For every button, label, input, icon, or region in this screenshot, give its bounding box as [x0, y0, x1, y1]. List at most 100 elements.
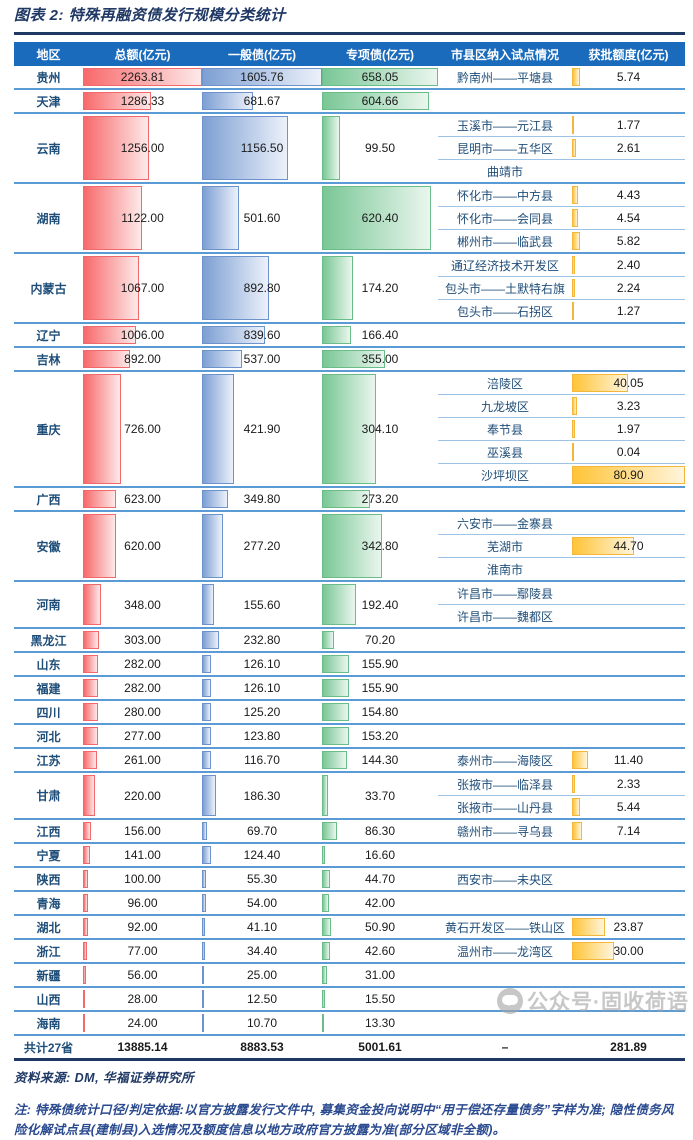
pilot-region-cell: 包头市——石拐区 — [438, 299, 572, 324]
general-cell-value: 537.00 — [243, 352, 281, 366]
source-line: 资料来源: DM, 华福证券研究所 — [14, 1071, 195, 1085]
region-cell: 安徽 — [14, 511, 83, 582]
quota-bar — [572, 775, 576, 793]
pilot-region-cell — [438, 487, 572, 512]
general-cell-value: 12.50 — [246, 992, 278, 1006]
general-cell-value: 116.70 — [244, 753, 280, 767]
table-row: 广西 623.00 349.80 273.20 — [14, 487, 685, 512]
quota-cell — [572, 604, 685, 629]
total-cell-bar — [83, 990, 85, 1008]
general-cell-value: 501.60 — [243, 211, 281, 225]
quota-value: 2.61 — [616, 141, 641, 155]
special-cell: 144.30 — [322, 748, 438, 773]
column-header-2: 一般债(亿元) — [202, 42, 322, 66]
pilot-region-cell: 芜湖市 — [438, 534, 572, 558]
quota-cell: 5.82 — [572, 229, 685, 254]
pilot-region-cell: 郴州市——临武县 — [438, 229, 572, 254]
total-cell-value: 1286.33 — [120, 94, 165, 108]
quota-bar — [572, 186, 579, 204]
special-cell-bar — [322, 727, 349, 745]
pilot-region-cell: 泰州市——海陵区 — [438, 748, 572, 773]
pilot-region-cell: 怀化市——会同县 — [438, 206, 572, 230]
quota-bar — [572, 443, 574, 461]
pilot-region-cell: 淮南市 — [438, 557, 572, 582]
pilot-region-cell — [438, 89, 572, 114]
total-cell-bar — [83, 679, 98, 697]
total-cell: 261.00 — [83, 748, 202, 773]
general-cell-value: 123.80 — [243, 729, 281, 743]
quota-bar — [572, 798, 580, 816]
table-row: 包头市——土默特右旗 2.24 — [14, 276, 685, 300]
pilot-region-cell: 赣州市——寻乌县 — [438, 819, 572, 844]
general-cell-bar — [202, 655, 212, 673]
general-cell-bar — [202, 775, 216, 816]
general-cell-bar — [202, 256, 269, 320]
quota-value: 7.14 — [616, 824, 641, 838]
general-cell-value: 126.10 — [243, 681, 281, 695]
quota-cell — [572, 159, 685, 184]
total-cell: 77.00 — [83, 939, 202, 964]
pilot-region-cell: 奉节县 — [438, 417, 572, 441]
general-cell-value: 25.00 — [246, 968, 278, 982]
total-cell-bar — [83, 942, 88, 960]
region-cell: 吉林 — [14, 347, 83, 372]
special-cell: 174.20 — [322, 253, 438, 324]
general-cell-value: 155.60 — [243, 597, 281, 612]
quota-value: 1.97 — [616, 422, 641, 436]
total-cell-bar — [83, 751, 97, 769]
general-cell-value: 34.40 — [246, 944, 278, 958]
table-row: 新疆 56.00 25.00 31.00 — [14, 963, 685, 988]
total-cell: 156.00 — [83, 819, 202, 844]
quota-bar — [572, 256, 576, 274]
quota-cell: 7.14 — [572, 819, 685, 844]
special-cell-value: 50.90 — [364, 920, 396, 934]
total-cell: 28.00 — [83, 987, 202, 1012]
quota-cell — [572, 963, 685, 988]
general-cell-bar — [202, 186, 240, 250]
table-row: 山西 28.00 12.50 15.50 — [14, 987, 685, 1012]
table-row: 浙江 77.00 34.40 42.60 温州市——龙湾区 30.00 — [14, 939, 685, 964]
total-cell-bar — [83, 92, 151, 110]
pilot-region-cell — [438, 1011, 572, 1036]
special-cell: 31.00 — [322, 963, 438, 988]
quota-cell: 1.97 — [572, 417, 685, 441]
quota-bar — [572, 537, 635, 555]
general-cell-bar — [202, 679, 212, 697]
general-cell-value: 421.90 — [243, 422, 281, 436]
region-cell: 河南 — [14, 581, 83, 629]
quota-cell — [572, 511, 685, 535]
quota-cell — [572, 581, 685, 605]
general-cell-value: 681.67 — [243, 94, 281, 108]
special-cell: 16.60 — [322, 843, 438, 868]
special-cell: 304.10 — [322, 371, 438, 488]
total-cell-value: 277.00 — [124, 729, 161, 743]
special-cell-value: 33.70 — [364, 788, 396, 803]
quota-cell: 23.87 — [572, 915, 685, 940]
column-header-1: 总额(亿元) — [83, 42, 202, 66]
total-cell-value: 282.00 — [124, 681, 161, 695]
general-cell-bar — [202, 584, 214, 625]
general-cell-value: 54.00 — [246, 896, 278, 910]
general-cell-value: 69.70 — [246, 824, 278, 838]
table-row: 吉林 892.00 537.00 355.00 — [14, 347, 685, 372]
general-cell: 1605.76 — [202, 66, 322, 90]
pilot-region-cell: 许昌市——魏都区 — [438, 604, 572, 629]
total-cell-value: 623.00 — [124, 492, 161, 506]
special-cell-value: 174.20 — [361, 281, 399, 295]
quota-bar — [572, 279, 576, 297]
general-cell: 55.30 — [202, 867, 322, 892]
special-cell-bar — [322, 186, 432, 250]
table-row: 河南 348.00 155.60 192.40 许昌市——鄢陵县 — [14, 581, 685, 629]
general-cell-bar — [202, 918, 206, 936]
quota-cell — [572, 628, 685, 653]
general-cell: 421.90 — [202, 371, 322, 488]
total-cell: 1122.00 — [83, 183, 202, 254]
pilot-region-cell: 许昌市——鄢陵县 — [438, 581, 572, 605]
special-cell-bar — [322, 655, 350, 673]
total-cell: 2263.81 — [83, 66, 202, 90]
special-cell-bar — [322, 374, 376, 484]
pilot-region-cell — [438, 963, 572, 988]
special-cell-value: 13.30 — [364, 1016, 396, 1030]
total-cell-value: 282.00 — [124, 657, 161, 671]
general-cell: 892.80 — [202, 253, 322, 324]
